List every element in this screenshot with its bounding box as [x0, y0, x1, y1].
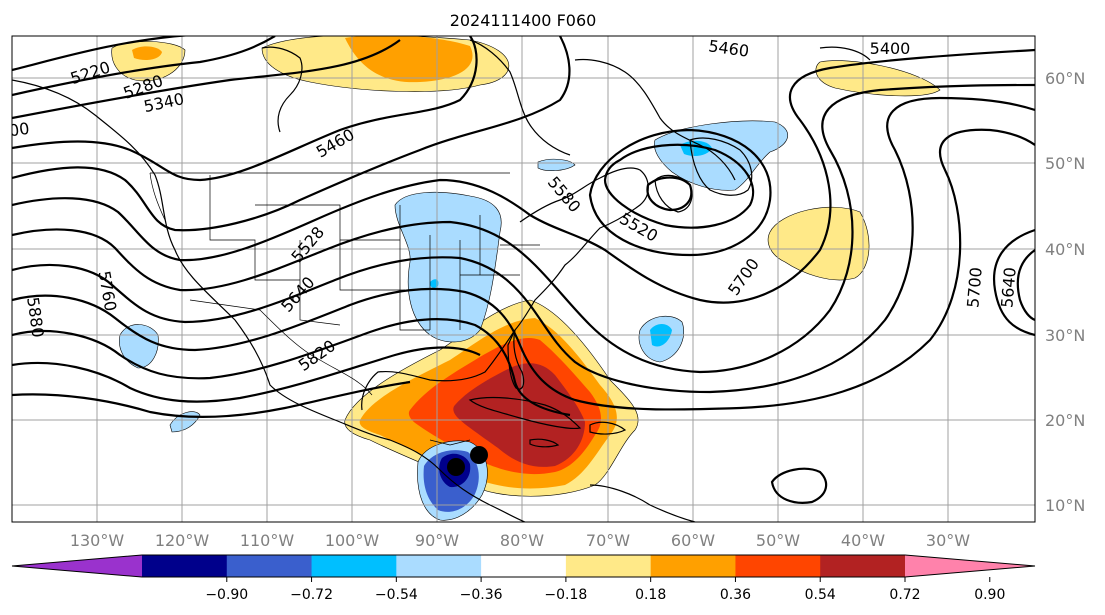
shading-layer [111, 36, 941, 521]
colorbar-segment [226, 555, 313, 577]
colorbar-outline [11, 554, 1036, 578]
lat-label: 60°N [1045, 69, 1085, 88]
contour-label: 00 [8, 119, 31, 141]
colorbar-tick-label: −0.72 [290, 587, 333, 603]
colorbar-segment [481, 555, 567, 577]
colorbar-segment [735, 555, 821, 577]
lon-label: 30°W [926, 531, 970, 550]
lat-label: 30°N [1045, 326, 1085, 345]
contour-label: 5700 [963, 266, 985, 308]
lon-label: 110°W [240, 531, 295, 550]
lon-label: 130°W [70, 531, 125, 550]
lat-label: 40°N [1045, 240, 1085, 259]
contour-label: 5640 [997, 266, 1019, 308]
height-contours [12, 36, 1035, 504]
graticule [12, 36, 1035, 522]
lon-label: 80°W [500, 531, 544, 550]
colorbar-tick-label: −0.18 [544, 587, 587, 603]
colorbar-tick-label: 0.72 [889, 587, 920, 603]
contour-label: 5400 [870, 39, 911, 58]
lat-label: 50°N [1045, 154, 1085, 173]
figure-title: 2024111400 F060 [450, 11, 597, 30]
shade-nova-lightblue [537, 158, 576, 171]
storm-center-marker [447, 458, 465, 476]
colorbar-extend-high [905, 555, 1035, 577]
shade-hudson-orange [345, 36, 473, 83]
latitude-axis: 10°N 20°N 30°N 40°N 50°N 60°N [1045, 69, 1085, 515]
colorbar-segment [396, 555, 482, 577]
coastlines [12, 39, 871, 522]
map-frame [11, 35, 1036, 523]
longitude-axis: 130°W 120°W 110°W 100°W 90°W 80°W 70°W 6… [70, 531, 970, 550]
lat-label: 10°N [1045, 496, 1085, 515]
colorbar-extend-low [12, 555, 142, 577]
colorbar: −0.90 −0.72 −0.54 −0.36 −0.18 0.18 0.36 0.54 0.7… [11, 554, 1036, 603]
lon-label: 50°W [756, 531, 800, 550]
political-borders [149, 172, 540, 446]
lon-label: 120°W [155, 531, 210, 550]
shade-greatlakes-lightblue [394, 191, 502, 343]
colorbar-tick-label: 0.18 [635, 587, 666, 603]
lon-label: 40°W [841, 531, 885, 550]
shade-alaska-orange [132, 46, 162, 60]
colorbar-tick-label: 0.36 [720, 587, 751, 603]
lon-label: 100°W [325, 531, 380, 550]
colorbar-segment [650, 555, 736, 577]
lon-label: 70°W [586, 531, 630, 550]
shade-labrador-lightblue [654, 120, 788, 191]
lon-label: 60°W [671, 531, 715, 550]
colorbar-segment [820, 555, 906, 577]
lat-label: 20°N [1045, 411, 1085, 430]
colorbar-segment [565, 555, 652, 577]
colorbar-tick-label: −0.54 [375, 587, 418, 603]
colorbar-segment [142, 555, 228, 577]
colorbar-tick-label: 0.90 [974, 587, 1005, 603]
lon-label: 90°W [415, 531, 459, 550]
colorbar-tick-label: −0.36 [460, 587, 503, 603]
storm-center-marker [470, 446, 488, 464]
shade-greatlakes-blue [429, 279, 439, 288]
colorbar-tick-label: 0.54 [805, 587, 836, 603]
colorbar-segment [311, 555, 397, 577]
colorbar-tick-label: −0.90 [205, 587, 248, 603]
